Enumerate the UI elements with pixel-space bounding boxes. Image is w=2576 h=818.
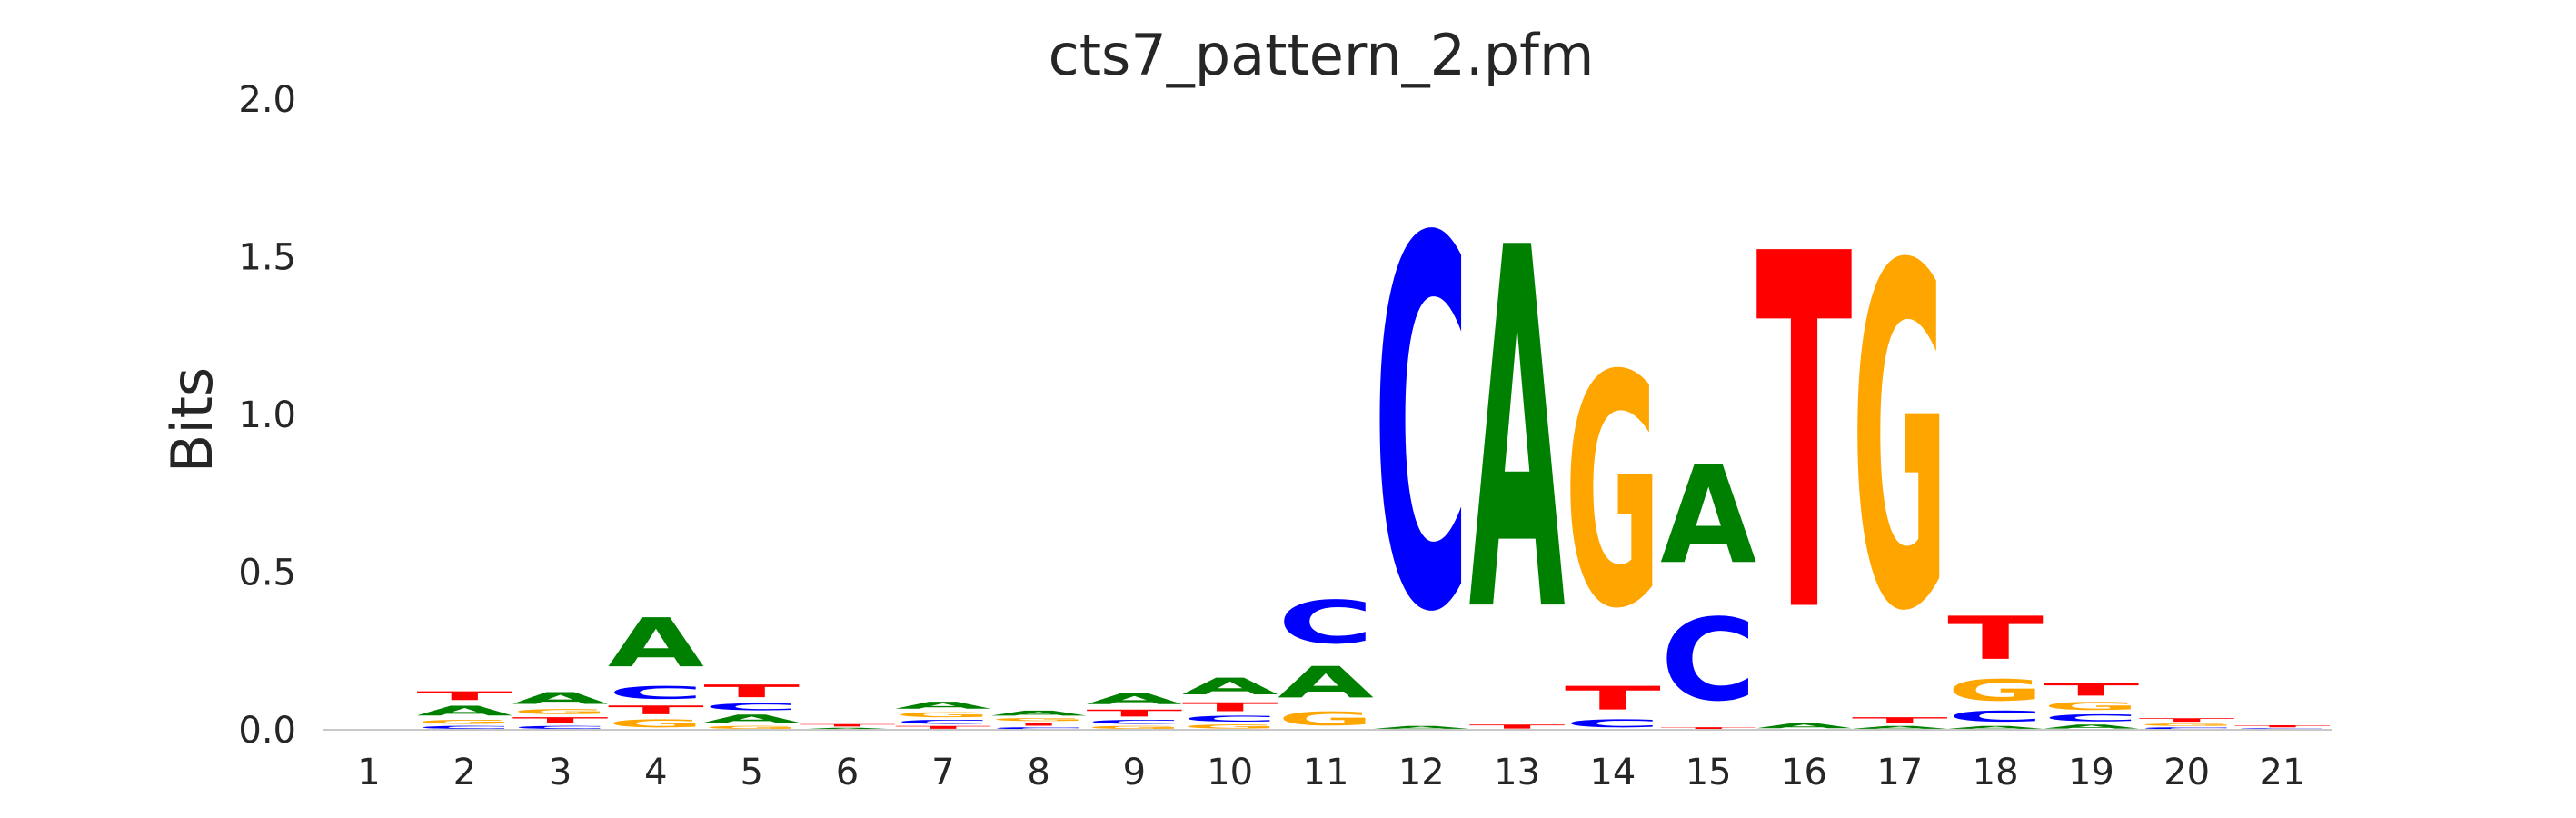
logo-letter-g: G <box>703 725 800 730</box>
logo-letter-t: T <box>416 689 512 703</box>
x-tick-label: 8 <box>1027 752 1049 793</box>
logo-letter-a: A <box>800 727 896 730</box>
x-tick-label: 18 <box>1973 752 2019 793</box>
logo-letter-c: C <box>416 725 512 730</box>
y-tick-label: 1.0 <box>238 394 296 436</box>
logo-letter-t: T <box>608 703 704 717</box>
logo-letter-g: G <box>1278 708 1374 730</box>
logo-letter-t: T <box>1182 700 1278 713</box>
logo-letter-c: C <box>1373 135 1469 724</box>
x-tick-label: 1 <box>357 752 380 793</box>
logo-letter-c: C <box>1660 594 1756 726</box>
logo-letter-t: T <box>800 723 896 727</box>
logo-letter-t: T <box>1756 153 1854 721</box>
logo-letter-c: C <box>1278 589 1374 658</box>
x-tick-label: 6 <box>836 752 859 793</box>
x-tick-label: 3 <box>549 752 572 793</box>
logo-letter-g: G <box>990 717 1087 722</box>
logo-letter-g: G <box>512 708 609 716</box>
logo-letter-t: T <box>512 715 609 724</box>
logo-letter-c: C <box>703 702 800 713</box>
logo-letter-c: C <box>895 719 991 725</box>
logo-letter-g: G <box>1565 309 1661 679</box>
logo-letter-c: C <box>990 727 1087 730</box>
logo-letter-c: C <box>608 683 704 703</box>
logo-letter-t: T <box>2043 680 2139 700</box>
logo-letter-g: G <box>895 711 991 719</box>
logo-letter-g: G <box>1852 168 1948 714</box>
x-tick-label: 13 <box>1494 752 1540 793</box>
logo-letter-t: T <box>1469 723 1566 730</box>
logo-letter-c: C <box>1565 717 1661 730</box>
logo-letter-c: C <box>1947 708 2044 725</box>
logo-letter-c: C <box>512 725 609 730</box>
y-axis-ticks: 0.0 0.5 1.0 1.5 2.0 <box>238 79 296 752</box>
logo-letter-g: G <box>1947 673 2044 708</box>
logo-letter-g: G <box>2043 700 2139 713</box>
logo-letter-c: C <box>1086 719 1182 725</box>
logo-letter-g: G <box>416 719 512 725</box>
y-tick-label: 2.0 <box>238 79 296 121</box>
logo-letter-t: T <box>895 725 991 730</box>
x-tick-label: 11 <box>1303 752 1349 793</box>
chart-title: cts7_pattern_2.pfm <box>1049 22 1595 88</box>
logo-letter-g: G <box>608 717 704 730</box>
logo-letter-a: A <box>2043 723 2139 730</box>
x-tick-label: 16 <box>1781 752 1827 793</box>
logo-letter-t: T <box>1660 727 1756 730</box>
logo-letter-c: C <box>2043 713 2139 723</box>
x-tick-label: 2 <box>453 752 476 793</box>
logo-letter-g: G <box>1086 725 1182 730</box>
x-tick-label: 7 <box>931 752 954 793</box>
logo-letter-a: A <box>990 709 1087 717</box>
x-tick-label: 21 <box>2260 752 2306 793</box>
x-tick-label: 15 <box>1686 752 1732 793</box>
logo-letter-a: A <box>1756 722 1853 730</box>
x-tick-label: 12 <box>1398 752 1445 793</box>
logo-letter-a: A <box>512 689 610 708</box>
logo-letter-a: A <box>1947 725 2044 730</box>
y-tick-label: 0.5 <box>238 553 296 594</box>
x-tick-label: 9 <box>1123 752 1146 793</box>
logo-letter-a: A <box>1660 437 1756 594</box>
logo-letter-a: A <box>703 713 800 725</box>
x-axis-ticks: 1 2 3 4 5 6 7 8 9 10 11 12 13 14 15 16 17 18 19 20 21 <box>357 752 2305 793</box>
logo-letter-a: A <box>608 604 704 682</box>
logo-letter-a: A <box>1182 673 1278 700</box>
logo-letter-t: T <box>1086 708 1182 719</box>
x-tick-label: 14 <box>1589 752 1636 793</box>
logo-letter-g: G <box>2139 723 2235 726</box>
logo-letter-g: G <box>1182 723 1278 730</box>
logo-letter-a: A <box>895 700 991 711</box>
y-tick-label: 0.0 <box>238 710 296 752</box>
x-tick-label: 19 <box>2068 752 2114 793</box>
logo-letter-t: T <box>1565 679 1661 717</box>
y-tick-label: 1.5 <box>238 237 296 279</box>
logo-letter-t: T <box>1852 715 1948 724</box>
logo-letter-t: T <box>1947 604 2044 673</box>
logo-letter-a: A <box>1086 691 1182 708</box>
logo-letter-t: T <box>703 681 800 701</box>
logo-letter-c: C <box>1182 714 1278 723</box>
logo-letter-a: A <box>1278 658 1374 708</box>
x-tick-label: 10 <box>1207 752 1253 793</box>
logo-letter-c: C <box>2234 728 2331 730</box>
x-tick-label: 20 <box>2163 752 2210 793</box>
logo-letter-a: A <box>1852 725 1948 730</box>
x-tick-label: 17 <box>1876 752 1923 793</box>
logo-letter-t: T <box>990 722 1087 726</box>
logo-letter-t: T <box>2139 717 2235 723</box>
logo-letter-a: A <box>1469 145 1566 722</box>
logo-letter-t: T <box>2234 724 2331 727</box>
logo-letter-c: C <box>2139 727 2235 730</box>
logo-letter-a: A <box>416 703 512 719</box>
x-tick-label: 5 <box>740 752 762 793</box>
x-tick-label: 4 <box>644 752 667 793</box>
y-axis-label: Bits <box>159 367 225 473</box>
logo-letter-a: A <box>1373 725 1469 730</box>
